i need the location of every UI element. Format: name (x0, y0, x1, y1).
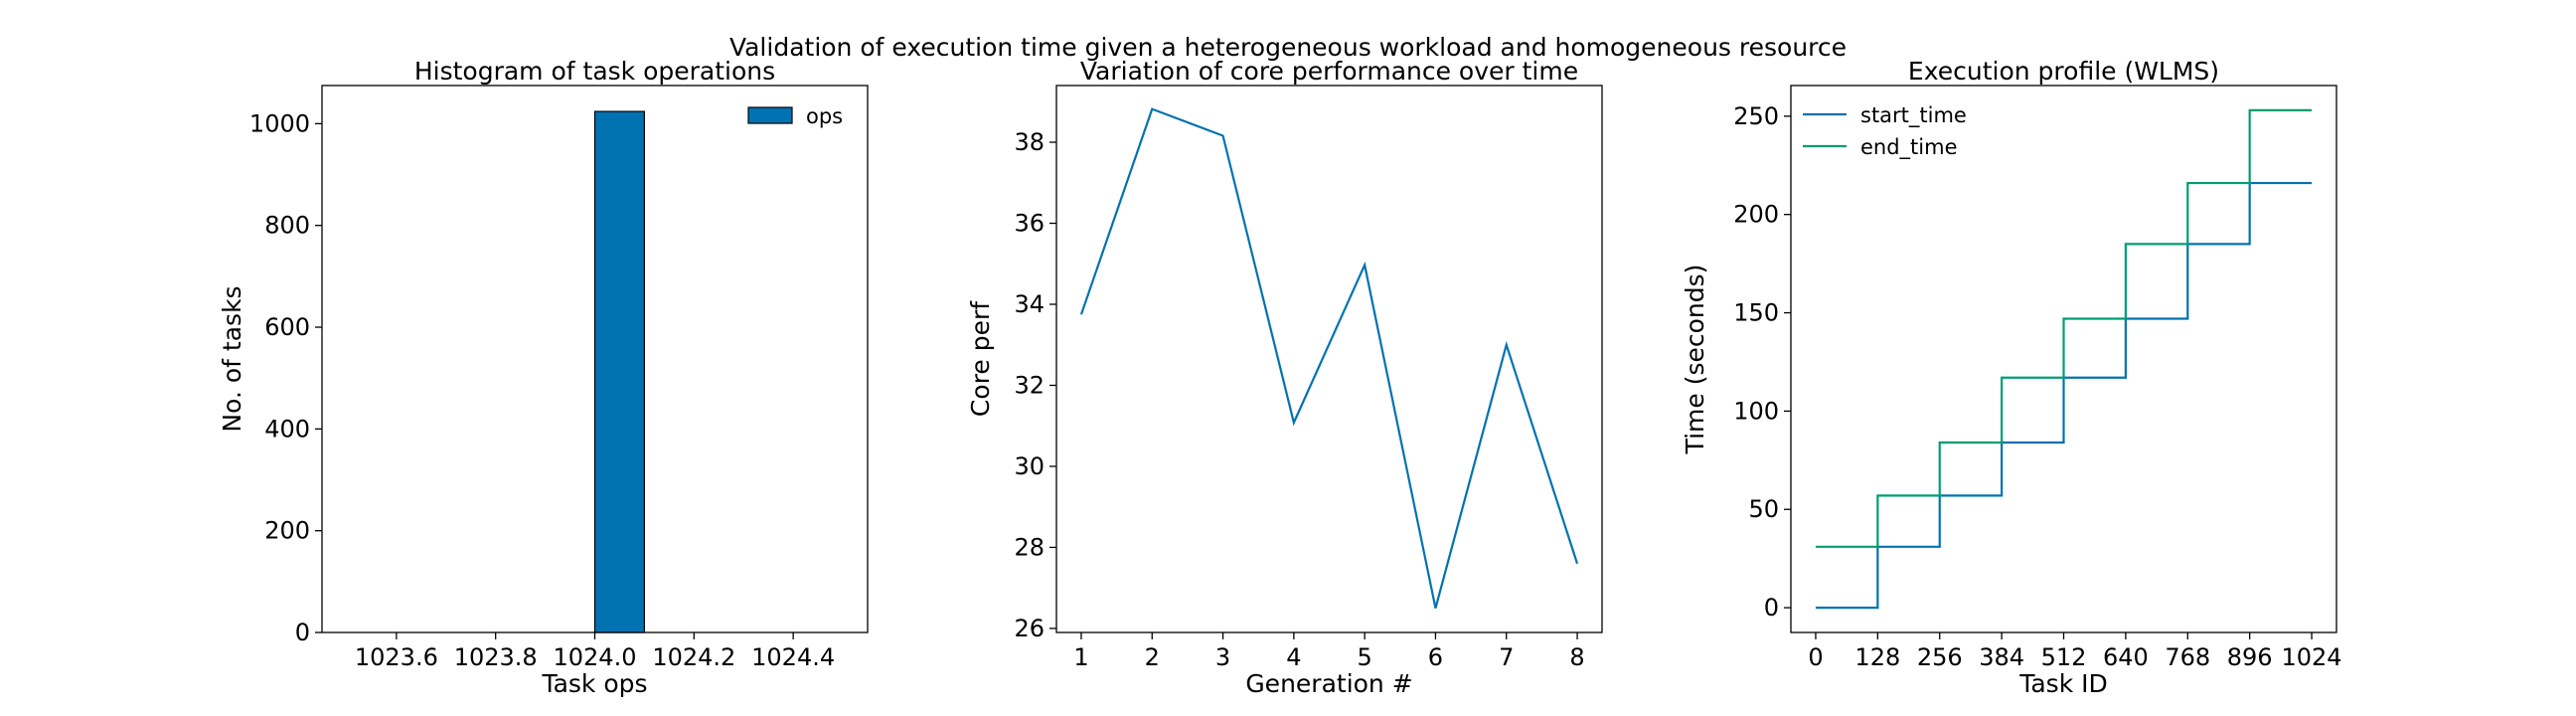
y-tick-label: 200 (1733, 201, 1779, 229)
y-tick-label: 50 (1748, 495, 1779, 523)
x-tick-label: 1024 (2282, 643, 2342, 671)
chart-title: Variation of core performance over time (1080, 57, 1578, 86)
y-tick-label: 34 (1014, 290, 1045, 318)
y-tick-label: 600 (264, 313, 310, 341)
histogram-bar (593, 110, 646, 633)
core-performance-panel: Variation of core performance over time 1… (966, 57, 1603, 698)
figure-suptitle: Validation of execution time given a het… (729, 33, 1847, 62)
x-tick-label: 896 (2227, 643, 2273, 671)
execution-profile-panel: Execution profile (WLMS) 0 128 256 384 512 640… (1681, 57, 2342, 698)
end-time-line (1815, 108, 2313, 548)
x-tick-label: 7 (1499, 643, 1514, 671)
x-tick-label: 1023.8 (454, 643, 538, 671)
y-tick-label: 26 (1014, 615, 1045, 642)
x-tick-label: 768 (2165, 643, 2210, 671)
chart-title: Histogram of task operations (414, 57, 775, 86)
chart-title: Execution profile (WLMS) (1908, 57, 2219, 86)
y-tick-label: 28 (1014, 533, 1045, 561)
x-tick-label: 0 (1808, 643, 1823, 671)
x-tick-label: 5 (1358, 643, 1372, 671)
y-axis-label: No. of tasks (218, 285, 246, 432)
x-tick-label: 3 (1215, 643, 1230, 671)
start-time-line (1815, 181, 2313, 610)
x-tick-label: 640 (2103, 643, 2149, 671)
x-axis-label: Generation # (1245, 669, 1412, 698)
y-tick-label: 250 (1733, 102, 1779, 130)
x-tick-label: 1023.6 (355, 643, 438, 671)
legend-label-end-time: end_time (1860, 135, 1958, 160)
y-tick-label: 800 (264, 212, 310, 240)
x-axis-label: Task ID (2018, 669, 2108, 698)
x-tick-label: 8 (1569, 643, 1584, 671)
x-tick-label: 384 (1979, 643, 2024, 671)
legend-label-start-time: start_time (1860, 103, 1967, 128)
y-tick-label: 0 (1764, 594, 1779, 622)
y-tick-label: 38 (1014, 128, 1045, 156)
axes-frame (1055, 85, 1603, 633)
y-tick-label: 30 (1014, 452, 1045, 480)
x-tick-label: 1024.4 (751, 643, 835, 671)
x-tick-label: 1024.0 (554, 643, 637, 671)
y-tick-label: 400 (264, 415, 310, 443)
y-tick-label: 1000 (249, 109, 310, 137)
legend-swatch-ops (747, 106, 793, 124)
y-tick-label: 100 (1733, 397, 1779, 425)
x-tick-label: 512 (2041, 643, 2087, 671)
x-tick-label: 4 (1286, 643, 1301, 671)
histogram-panel: Histogram of task operations 1023.6 1023.8… (218, 57, 869, 698)
y-tick-label: 0 (295, 619, 310, 646)
y-tick-label: 32 (1014, 371, 1045, 399)
legend-label-ops: ops (806, 104, 843, 128)
x-axis-label: Task ops (541, 669, 647, 698)
y-axis-label: Core perf (966, 300, 995, 417)
y-tick-label: 200 (264, 517, 310, 545)
y-tick-label: 150 (1733, 299, 1779, 327)
core-perf-line (1079, 107, 1579, 609)
x-tick-label: 1024.2 (652, 643, 735, 671)
x-tick-label: 6 (1428, 643, 1443, 671)
x-tick-label: 2 (1145, 643, 1160, 671)
y-tick-label: 36 (1014, 210, 1045, 238)
x-tick-label: 1 (1073, 643, 1088, 671)
y-axis-label: Time (seconds) (1681, 265, 1709, 455)
x-tick-label: 128 (1854, 643, 1900, 671)
x-tick-label: 256 (1917, 643, 1963, 671)
